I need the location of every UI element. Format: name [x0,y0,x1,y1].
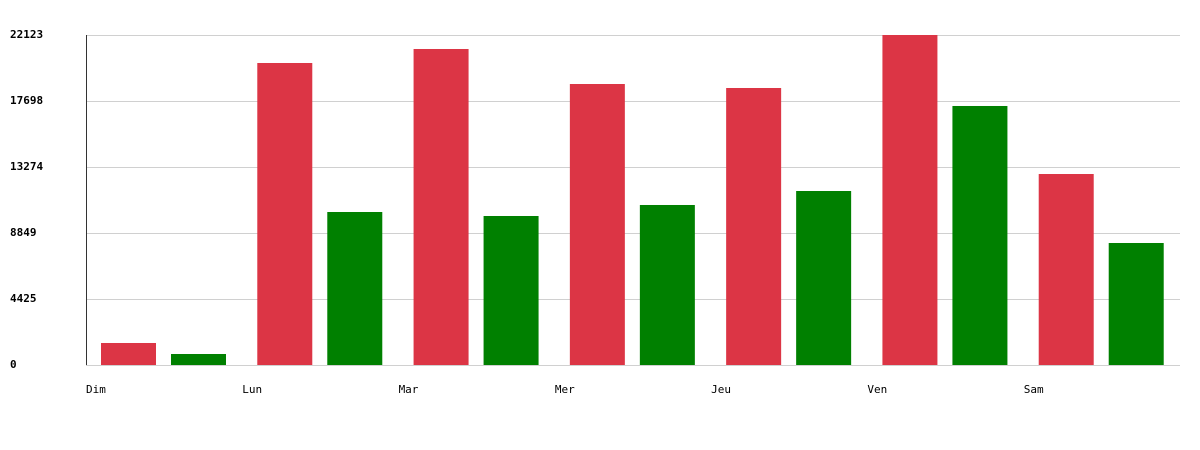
x-tick-label: Mar [399,383,419,396]
bar [171,354,226,365]
bar [639,204,695,365]
bar [952,105,1008,366]
bar [1038,174,1094,365]
bar [483,215,539,365]
x-tick-label: Lun [242,383,262,396]
bar [796,190,852,365]
y-tick-label: 13274 [10,160,43,173]
bar [413,48,469,366]
x-tick-label: Dim [86,383,106,396]
bar [882,35,938,365]
y-tick-label: 4425 [10,292,37,305]
bar [569,84,625,365]
bar [327,212,383,365]
y-tick-label: 22123 [10,28,43,41]
y-tick-label: 17698 [10,94,43,107]
bar [1108,242,1164,365]
x-tick-label: Mer [555,383,575,396]
y-tick-label: 8849 [10,226,37,239]
y-tick-label: 0 [10,358,17,371]
bar [726,87,782,365]
bar [257,62,313,365]
bar [101,342,156,365]
x-tick-label: Jeu [711,383,731,396]
x-tick-label: Sam [1024,383,1044,396]
x-tick-label: Ven [867,383,887,396]
